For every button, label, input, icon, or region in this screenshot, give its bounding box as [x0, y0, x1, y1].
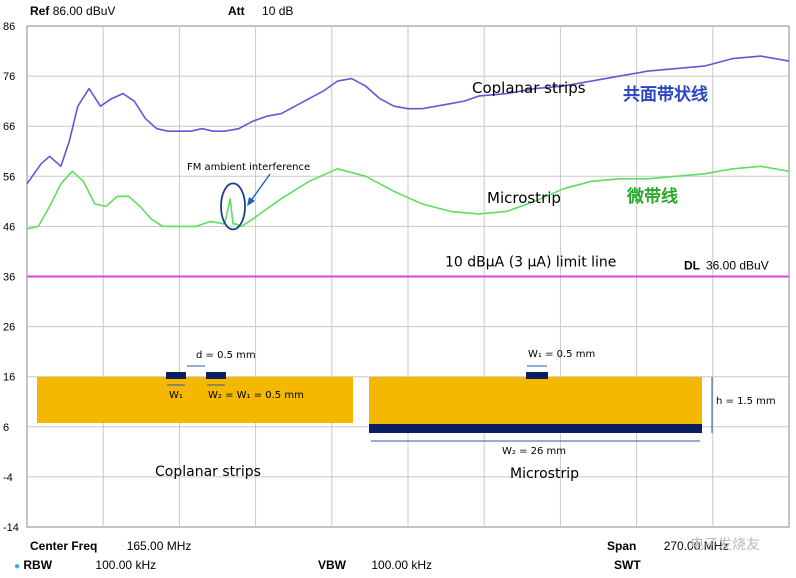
microstrip-ground-plane — [369, 424, 702, 433]
span: Span 270.00 MHz — [607, 539, 728, 553]
y-tick-label: 76 — [3, 71, 15, 83]
vbw-value: 100.00 kHz — [371, 558, 433, 572]
center-freq-label: Center Freq — [30, 539, 98, 553]
att-label: Att — [228, 4, 245, 18]
annotation-arrow — [249, 173, 271, 203]
rbw-value: 100.00 kHz — [95, 558, 157, 572]
microstrip-inset-title: Microstrip — [510, 466, 579, 482]
y-tick-label: 26 — [3, 322, 15, 334]
coplanar-w2-label: W₂ = W₁ = 0.5 mm — [208, 390, 304, 401]
swt: SWT — [614, 558, 641, 572]
y-tick-label: 66 — [3, 121, 15, 133]
center-freq: Center Freq 165.00 MHz — [30, 539, 191, 553]
attenuation: Att 10 dB — [228, 4, 293, 18]
annotation-arrowhead — [247, 197, 255, 206]
microstrip-series-label: Microstrip — [487, 189, 561, 207]
rbw: ● RBW 100.00 kHz — [14, 558, 156, 572]
annotation-ellipse — [220, 182, 246, 231]
coplanar-series-label-cn: 共面带状线 — [623, 84, 708, 105]
microstrip-w1-label: W₁ = 0.5 mm — [528, 349, 595, 360]
coplanar-series-label: Coplanar strips — [472, 79, 586, 97]
vbw: VBW 100.00 kHz — [318, 558, 432, 572]
swt-label: SWT — [614, 558, 641, 572]
microstrip-w2-label: W₂ = 26 mm — [502, 446, 566, 457]
limit-line-label: DL — [684, 259, 700, 273]
annotation-text: FM ambient interference — [187, 162, 310, 173]
microstrip-trace — [526, 372, 548, 379]
watermark: 电子发烧友 — [690, 536, 760, 552]
y-tick-label: 56 — [3, 171, 15, 183]
y-tick-label: 46 — [3, 221, 15, 233]
att-value: 10 dB — [262, 4, 294, 18]
y-tick-label: 86 — [3, 21, 15, 33]
coplanar-substrate — [37, 377, 353, 423]
coplanar-w1-label: W₁ — [169, 390, 183, 401]
ref-label: Ref — [30, 4, 50, 18]
y-tick-label: 16 — [3, 372, 15, 384]
limit-line-caption: 10 dBμA (3 μA) limit line — [445, 255, 616, 271]
series-line-microstrip — [26, 165, 790, 230]
ref-value: 86.00 dBuV — [52, 4, 116, 18]
marker-dot-icon: ● — [14, 561, 21, 572]
microstrip-h-label: h = 1.5 mm — [716, 396, 776, 407]
limit-line-value: 36.00 dBuV — [706, 259, 769, 273]
ref-level: Ref 86.00 dBuV — [30, 4, 115, 18]
series-line-coplanar — [26, 55, 790, 185]
microstrip-substrate — [369, 377, 702, 425]
span-label: Span — [607, 539, 637, 553]
rbw-label: RBW — [23, 558, 53, 572]
y-tick-label: 36 — [3, 272, 15, 284]
span-value: 270.00 MHz — [663, 539, 729, 553]
y-tick-label: 6 — [3, 422, 9, 434]
center-freq-value: 165.00 MHz — [126, 539, 192, 553]
y-tick-label: -14 — [3, 522, 19, 534]
vbw-label: VBW — [318, 558, 346, 572]
coplanar-strip-1 — [166, 372, 186, 379]
coplanar-strip-2 — [206, 372, 226, 379]
y-tick-label: -4 — [3, 472, 13, 484]
coplanar-d-label: d = 0.5 mm — [196, 350, 256, 361]
microstrip-series-label-cn: 微带线 — [626, 186, 678, 207]
coplanar-inset-title: Coplanar strips — [155, 464, 261, 480]
